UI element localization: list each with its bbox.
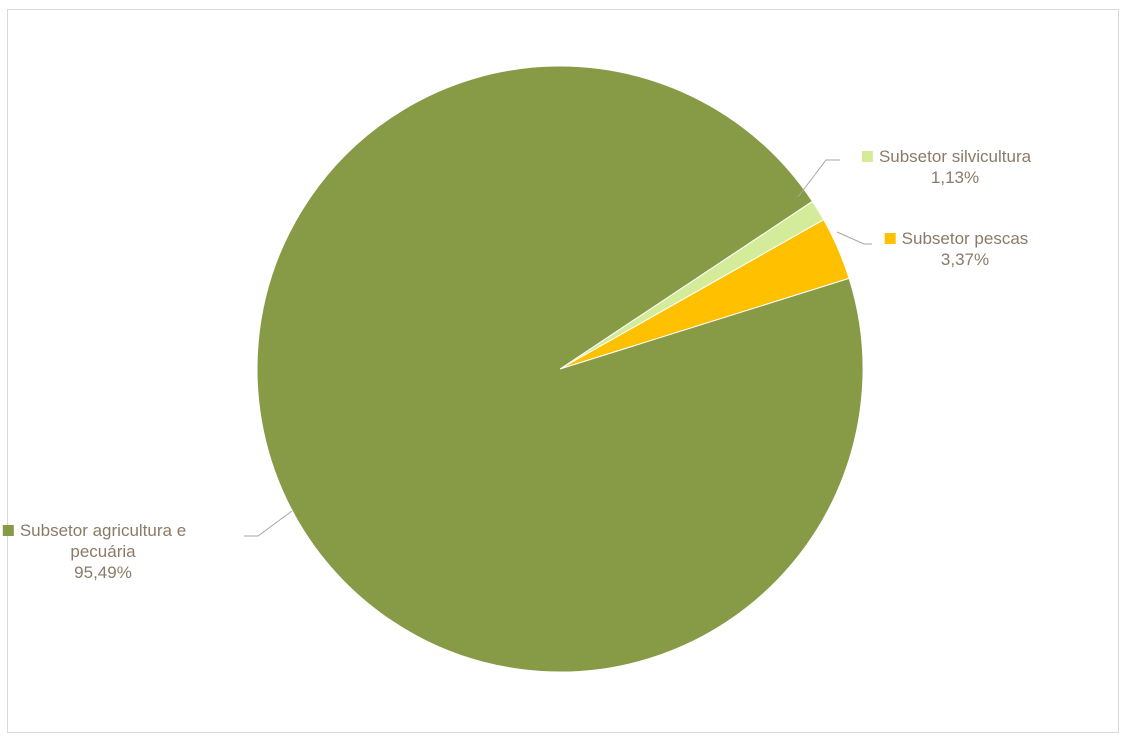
leader-line-subsetor-agricultura-e-pecuaria xyxy=(244,510,293,537)
label-name-continued: pecuária xyxy=(70,542,136,561)
leader-line-subsetor-silvicultura xyxy=(797,159,840,198)
legend-key-subsetor-silvicultura xyxy=(861,151,873,162)
label-value: 3,37% xyxy=(941,250,989,269)
label-name: Subsetor pescas xyxy=(902,229,1029,248)
chart-frame xyxy=(7,9,1119,733)
label-name: Subsetor agricultura e xyxy=(20,521,186,540)
pie-slice-subsetor-agricultura-e-pecuaria xyxy=(256,65,864,673)
legend-key-subsetor-agricultura-e-pecuaria xyxy=(2,525,14,536)
label-value: 1,13% xyxy=(931,168,979,187)
data-label-subsetor-agricultura-e-pecuaria: Subsetor agricultura e pecuária 95,49% xyxy=(2,521,186,582)
leader-line-subsetor-pescas xyxy=(836,231,872,245)
legend-key-subsetor-pescas xyxy=(884,233,896,244)
label-value: 95,49% xyxy=(74,563,132,582)
label-name: Subsetor silvicultura xyxy=(879,147,1032,166)
data-label-subsetor-silvicultura: Subsetor silvicultura 1,13% xyxy=(861,147,1032,187)
data-label-subsetor-pescas: Subsetor pescas 3,37% xyxy=(884,229,1029,269)
